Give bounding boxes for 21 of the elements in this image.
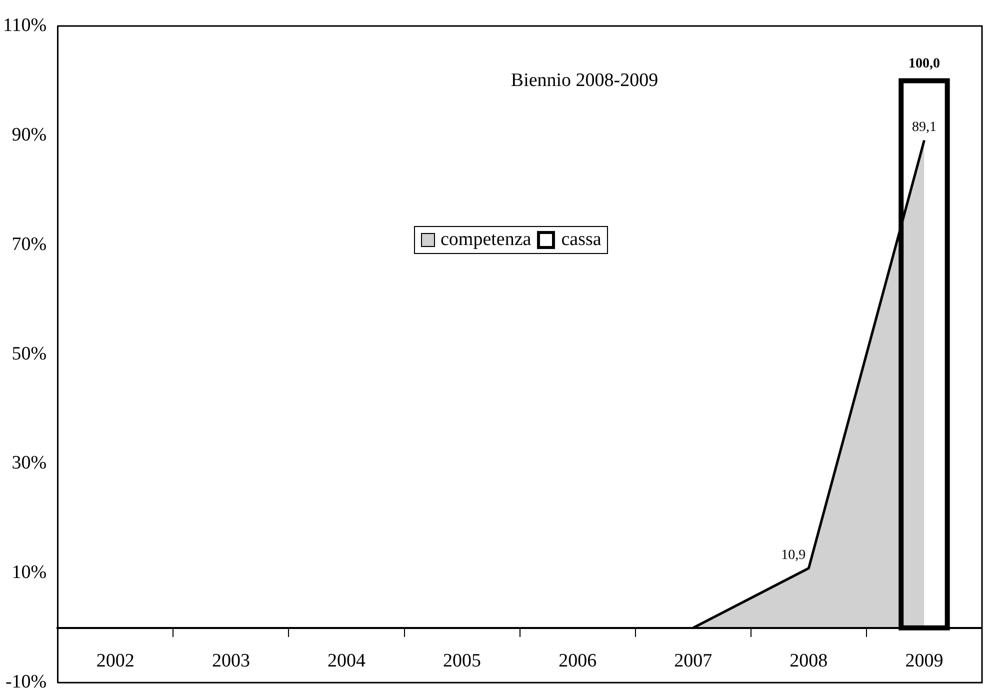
text: Biennio 2008-2009	[510, 70, 658, 91]
x-tick-label: 2009	[905, 650, 944, 672]
y-tick-label: -10%	[5, 672, 47, 693]
x-tick-label: 2006	[558, 650, 597, 672]
y-tick-label: 10%	[12, 562, 47, 584]
y-tick-label: 90%	[12, 124, 47, 146]
y-tick-label: 70%	[12, 234, 47, 255]
legend-label: competenza	[440, 229, 532, 251]
legend-label: cassa	[561, 229, 602, 251]
x-tick-label: 2007	[674, 650, 712, 672]
x-tick-label: 2008	[790, 650, 828, 672]
y-tick-label: 30%	[12, 452, 47, 474]
x-tick-label: 2003	[212, 650, 250, 672]
data-label: 10,9	[781, 548, 806, 563]
data-label: 89,1	[912, 120, 936, 136]
x-tick-label: 2005	[443, 650, 482, 672]
data-label: 100,0	[908, 56, 940, 72]
y-tick-label: 50%	[12, 343, 47, 364]
y-tick-label: 110%	[2, 14, 47, 36]
x-tick-label: 2004	[327, 650, 366, 672]
x-tick-label: 2002	[96, 650, 134, 672]
